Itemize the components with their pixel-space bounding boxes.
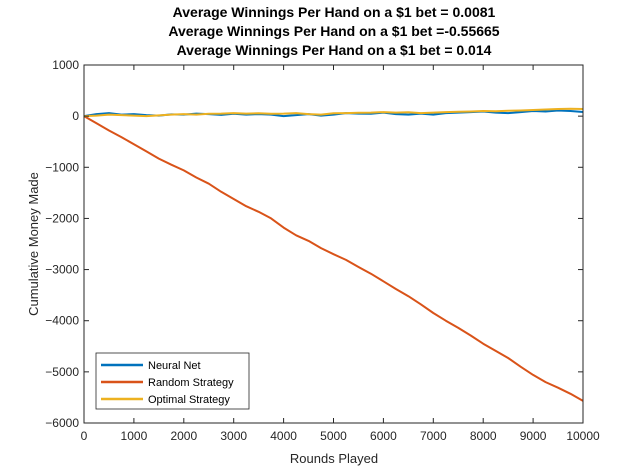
chart-title: Average Winnings Per Hand on a $1 bet = … — [168, 4, 499, 58]
x-axis-label: Rounds Played — [290, 451, 378, 466]
x-tick-label: 9000 — [520, 429, 547, 443]
y-tick-label: −4000 — [45, 314, 79, 328]
plot-frame — [83, 64, 584, 424]
title-line-1: Average Winnings Per Hand on a $1 bet = … — [173, 4, 496, 20]
legend-label-neural-net: Neural Net — [148, 360, 201, 372]
y-tick-label: −3000 — [45, 263, 79, 277]
x-tick-label: 7000 — [420, 429, 447, 443]
y-tick-label: −1000 — [45, 160, 79, 174]
x-tick-label: 3000 — [220, 429, 247, 443]
y-tick-label: −2000 — [45, 211, 79, 225]
y-axis-label: Cumulative Money Made — [26, 172, 41, 316]
legend-label-optimal-strategy: Optimal Strategy — [148, 394, 230, 406]
tick-layer: 0 1000 2000 3000 4000 5000 6000 7000 8000 9000 100… — [45, 58, 600, 443]
series-line-random-strategy — [83, 115, 584, 402]
x-tick-label: 2000 — [170, 429, 197, 443]
legend: Neural Net Random Strategy Optimal Strat… — [95, 352, 250, 410]
x-tick-label: 10000 — [566, 429, 600, 443]
x-tick-label: 6000 — [370, 429, 397, 443]
series-line-optimal-strategy — [83, 107, 584, 118]
x-tick-label: 4000 — [270, 429, 297, 443]
x-tick-label: 1000 — [121, 429, 148, 443]
y-tick-label: −6000 — [45, 416, 79, 430]
y-tick-label: 1000 — [52, 58, 79, 72]
x-tick-label: 0 — [81, 429, 88, 443]
title-line-2: Average Winnings Per Hand on a $1 bet =-… — [168, 23, 499, 39]
x-tick-label: 5000 — [320, 429, 347, 443]
y-tick-label: 0 — [72, 109, 79, 123]
series-layer — [83, 107, 584, 402]
x-tick-label: 8000 — [470, 429, 497, 443]
legend-label-random-strategy: Random Strategy — [148, 377, 234, 389]
title-line-3: Average Winnings Per Hand on a $1 bet = … — [177, 42, 492, 58]
y-tick-label: −5000 — [45, 365, 79, 379]
